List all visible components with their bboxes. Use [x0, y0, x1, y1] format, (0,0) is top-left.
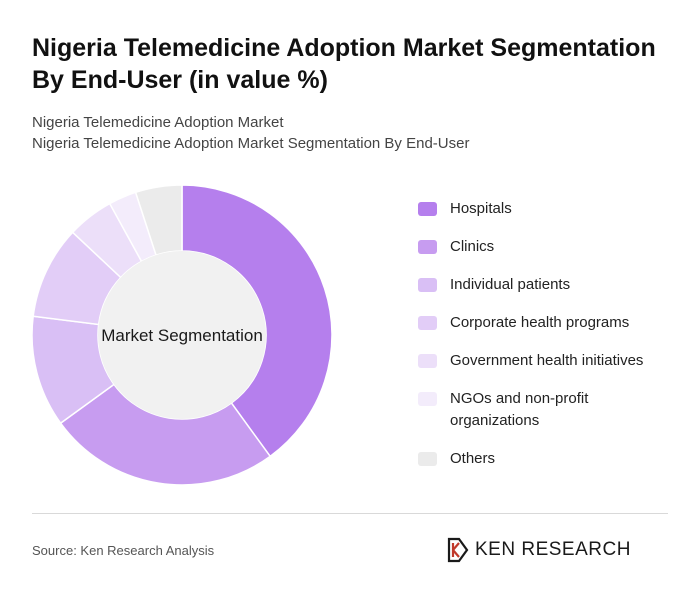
- legend-label: Government health initiatives: [450, 352, 644, 369]
- chart-title: Nigeria Telemedicine Adoption Market Seg…: [32, 34, 656, 94]
- ken-research-logo-text: KEN RESEARCH: [475, 539, 631, 560]
- legend-label: Others: [450, 450, 496, 467]
- subtitle-line-2: Nigeria Telemedicine Adoption Market Seg…: [32, 135, 470, 152]
- footer-divider: [32, 513, 668, 514]
- legend-item: Others: [418, 448, 678, 470]
- legend-swatch: [418, 392, 437, 406]
- legend-swatch: [418, 316, 437, 330]
- legend-swatch: [418, 240, 437, 254]
- legend-item: Corporate health programs: [418, 312, 678, 334]
- source-note: Source: Ken Research Analysis: [32, 543, 215, 558]
- legend-label: Clinics: [450, 238, 495, 255]
- donut-slices: [31, 184, 333, 486]
- donut-center-label: Market Segmentation: [101, 326, 263, 345]
- chart-subtitle: Nigeria Telemedicine Adoption Market Nig…: [32, 112, 672, 154]
- legend-item: Hospitals: [418, 198, 678, 220]
- chart-legend: Hospitals Clinics Individual patients Corpo…: [418, 198, 678, 470]
- legend-label: Corporate health programs: [450, 314, 630, 331]
- ken-research-logo: KEN RESEARCH: [447, 537, 631, 563]
- legend-swatch: [418, 452, 437, 466]
- legend-label: Hospitals: [450, 200, 512, 217]
- legend-item: Government health initiatives: [418, 350, 678, 372]
- legend-swatch: [418, 354, 437, 368]
- legend-item: Individual patients: [418, 274, 678, 296]
- legend-swatch: [418, 278, 437, 292]
- ken-research-logo-icon: [447, 537, 469, 563]
- legend-label: Individual patients: [450, 276, 571, 293]
- legend-item: Clinics: [418, 236, 678, 258]
- legend-swatch: [418, 202, 437, 216]
- donut-hole: [98, 251, 266, 419]
- legend-label: NGOs and non-profit organizations: [450, 390, 589, 429]
- subtitle-line-1: Nigeria Telemedicine Adoption Market: [32, 114, 284, 131]
- legend-item: NGOs and non-profit organizations: [418, 388, 678, 432]
- donut-chart: Market Segmentation: [31, 184, 333, 486]
